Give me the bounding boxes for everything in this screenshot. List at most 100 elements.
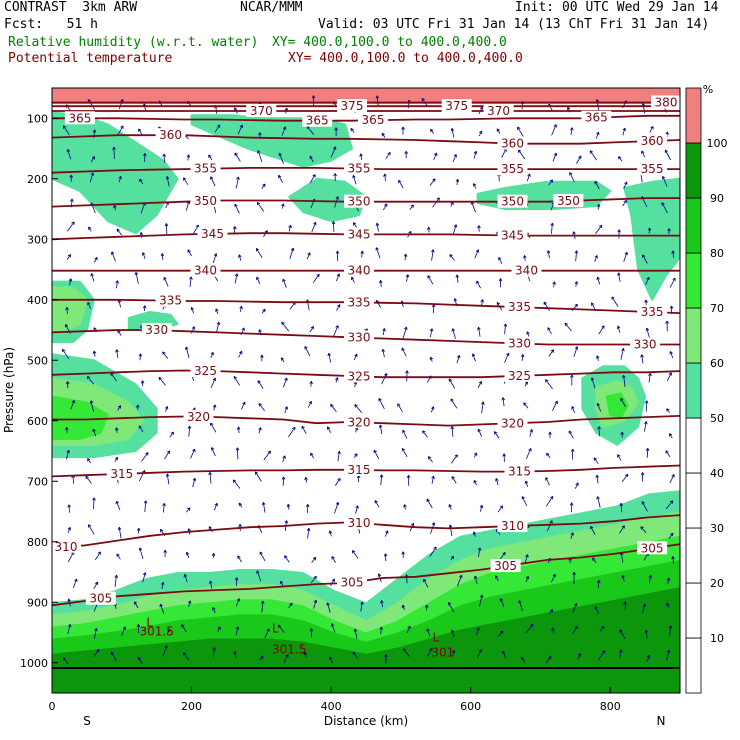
wind-vector-head <box>117 405 122 409</box>
wind-vector-head <box>187 425 192 429</box>
wind-vector-head <box>233 651 237 655</box>
wind-vector-head <box>373 449 377 454</box>
wind-vector-head <box>261 501 266 506</box>
plot-frame <box>51 87 681 694</box>
wind-vector <box>666 649 670 661</box>
wind-vector-head <box>664 149 669 153</box>
wind-vector <box>381 132 386 138</box>
wind-vector-head <box>475 249 480 253</box>
wind-vector-head <box>641 501 645 505</box>
wind-vector-head <box>573 603 578 607</box>
wind-vector-head <box>564 322 568 327</box>
wind-vector-head <box>183 574 188 578</box>
wind-vector <box>118 176 122 183</box>
wind-vector <box>430 406 434 413</box>
wind-vector <box>166 473 170 485</box>
wind-vector <box>452 650 455 657</box>
wind-vector-head <box>600 625 605 630</box>
colorbar-swatch <box>685 87 702 144</box>
wind-vector <box>333 221 335 232</box>
wind-vector <box>524 255 526 261</box>
wind-vector <box>670 351 674 359</box>
wind-vector-head <box>312 556 317 561</box>
wind-vector-head <box>387 151 391 156</box>
wind-vector <box>478 327 481 337</box>
wind-vector <box>310 381 312 387</box>
wind-vector <box>450 454 458 464</box>
colorbar-swatch <box>685 362 702 419</box>
wind-vector-head <box>304 477 308 481</box>
wind-vector-head <box>374 500 378 504</box>
wind-vector-head <box>282 278 286 283</box>
wind-vector-head <box>331 578 335 583</box>
colorbar-label: 20 <box>710 577 724 590</box>
wind-vector <box>597 580 600 589</box>
wind-vector-head <box>620 397 624 402</box>
wind-vector-head <box>92 129 97 133</box>
wind-vector <box>210 352 214 358</box>
wind-vector-head <box>501 397 506 401</box>
theta-label-370: 370 <box>487 104 510 118</box>
wind-vector <box>193 224 199 234</box>
wind-vector-head <box>115 500 119 505</box>
theta-label-bg <box>497 519 528 533</box>
wind-vector <box>429 546 437 557</box>
wind-vector <box>282 278 287 288</box>
colorbar-label: 90 <box>710 192 724 205</box>
theta-label-340: 340 <box>348 264 371 278</box>
theta-label-335: 335 <box>641 305 664 319</box>
wind-vector <box>611 296 619 307</box>
contour-label-layer: 305 305 305 305 310 310 310 315 315 315 320 320 320 3… <box>51 95 681 660</box>
wind-vector-head <box>66 149 71 153</box>
wind-vector <box>667 577 670 584</box>
wind-vector <box>593 457 599 465</box>
wind-vector-head <box>549 609 554 613</box>
wind-vector <box>258 427 261 434</box>
wind-vector-head <box>384 203 388 207</box>
wind-vector-head <box>114 574 118 579</box>
wind-vector-head <box>431 522 436 526</box>
wind-vector <box>501 148 507 158</box>
wind-vector-head <box>164 406 169 410</box>
wind-vector <box>162 645 168 657</box>
wind-vector-head <box>383 173 387 177</box>
wind-vector <box>310 576 317 584</box>
wind-vector-head <box>547 327 551 331</box>
wind-vector <box>478 130 483 137</box>
wind-vector <box>89 172 94 183</box>
wind-vector-head <box>480 299 484 303</box>
wind-vector <box>594 606 600 614</box>
colorbar-unit: % <box>703 83 713 96</box>
wind-vector <box>473 531 476 537</box>
wind-vector <box>73 578 77 589</box>
wind-vector-head <box>282 126 287 130</box>
wind-vector-head <box>479 106 483 110</box>
theta-label-bg <box>190 194 221 207</box>
wind-vector-head <box>545 477 549 481</box>
wind-vector <box>471 201 476 213</box>
wind-vector <box>597 204 600 210</box>
wind-vector <box>116 280 118 289</box>
wind-vector-head <box>255 248 260 252</box>
wind-vector-head <box>281 321 285 326</box>
wind-vector <box>429 178 436 186</box>
wind-vector <box>337 451 340 462</box>
wind-vector-head <box>114 456 118 461</box>
wind-vector <box>525 480 529 488</box>
wind-vector <box>283 377 288 388</box>
wind-vector-head <box>303 651 307 656</box>
wind-vector-head <box>258 132 262 136</box>
wind-vector <box>648 227 651 234</box>
wind-vector-head <box>160 253 165 257</box>
wind-vector <box>427 275 434 285</box>
wind-vector <box>373 450 380 459</box>
wind-vector <box>592 557 597 564</box>
wind-vector <box>564 322 572 332</box>
wind-vector-head <box>453 224 458 228</box>
header-valid: Valid: 03 UTC Fri 31 Jan 14 (13 ChT Fri … <box>318 17 710 32</box>
theta-label-350: 350 <box>557 194 580 208</box>
wind-vector-head <box>378 424 383 428</box>
wind-vector <box>479 594 483 607</box>
wind-vector-head <box>498 278 503 282</box>
theta-label-375: 375 <box>445 99 468 113</box>
